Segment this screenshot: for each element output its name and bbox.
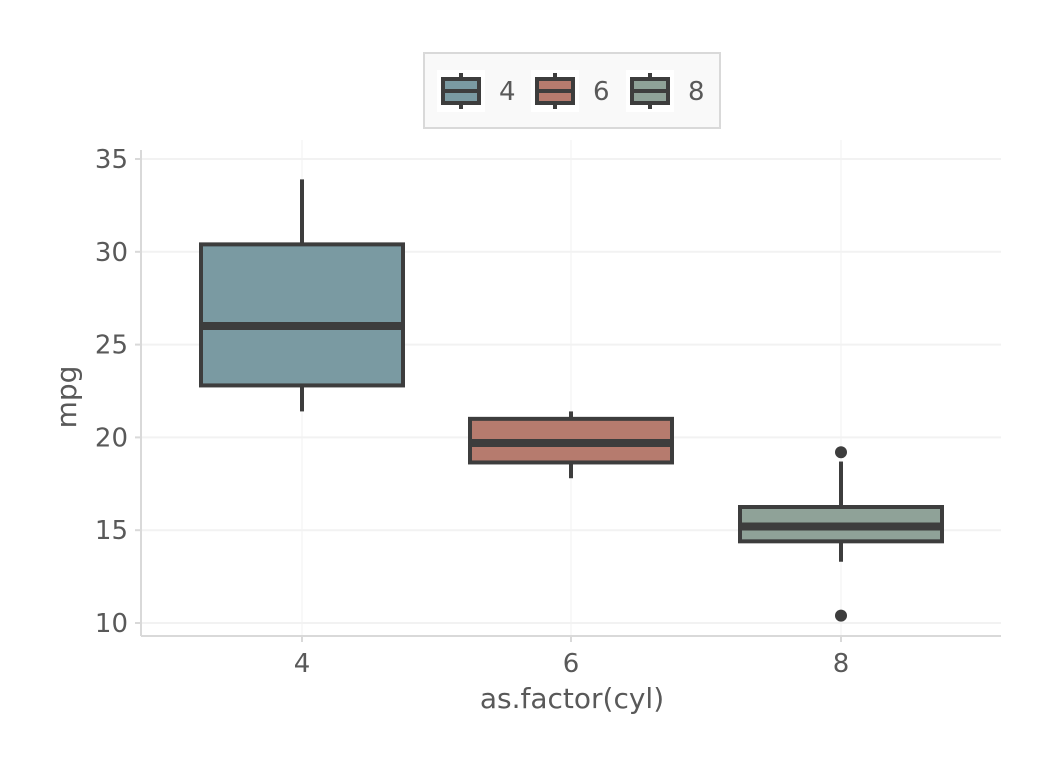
y-tick-label: 25 <box>95 331 128 361</box>
legend-label: 6 <box>593 77 610 107</box>
tick-labels: 10 15 20 25 30 35 4 6 8 <box>95 145 849 679</box>
y-axis-title: mpg <box>50 366 83 429</box>
legend: 4 6 8 <box>423 52 721 129</box>
legend-key-8 <box>626 70 674 112</box>
y-tick-label: 15 <box>95 516 128 546</box>
x-tick-label: 6 <box>563 649 580 679</box>
outlier-point <box>835 609 847 622</box>
legend-label: 4 <box>499 77 516 107</box>
y-tick-label: 30 <box>95 238 128 268</box>
y-tick-label: 20 <box>95 423 128 453</box>
box-8 <box>738 446 944 622</box>
box-iqr <box>199 242 405 388</box>
legend-key-4 <box>437 70 485 112</box>
boxes <box>199 179 944 622</box>
legend-label: 8 <box>688 77 705 107</box>
x-tick-label: 4 <box>294 649 311 679</box>
outlier-point <box>835 446 847 459</box>
x-tick-label: 8 <box>833 649 850 679</box>
y-tick-label: 10 <box>95 609 128 639</box>
y-tick-label: 35 <box>95 145 128 175</box>
axes <box>135 150 1001 642</box>
box-4 <box>199 179 405 412</box>
box-6 <box>468 411 674 479</box>
legend-key-6 <box>531 70 579 112</box>
x-axis-title: as.factor(cyl) <box>480 682 664 715</box>
grid-lines <box>141 140 1001 636</box>
